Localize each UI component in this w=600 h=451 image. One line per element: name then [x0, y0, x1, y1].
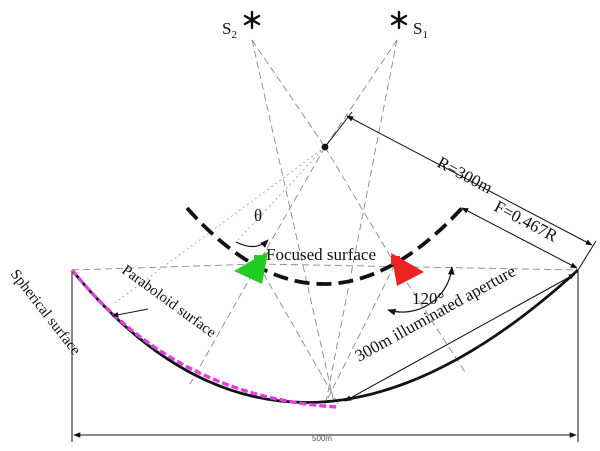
ray-left-rim-to-green: [71, 263, 259, 271]
aperture-dimension: [344, 273, 576, 402]
surface-leader-arrow: [111, 308, 149, 318]
construction-rays: [71, 39, 579, 408]
width-label: 500m: [312, 434, 332, 443]
aperture-label: 300m illuminated aperture: [352, 261, 519, 365]
angle-120-arc: [387, 266, 455, 316]
radius-ext-top: [324, 111, 353, 148]
theta-arc: [235, 239, 269, 248]
focal-dimension: [461, 207, 578, 269]
guide-theta: [235, 146, 326, 243]
focal-label: F=0.467R: [491, 197, 561, 246]
paraboloid-surface-arc: [70, 268, 339, 409]
ray-s2-axis: [251, 39, 336, 408]
source-s2-asterisk-icon: [243, 10, 261, 30]
aperture-dimension-line: [344, 273, 576, 402]
ray-green-to-left: [189, 263, 259, 385]
ray-s1-axis: [324, 39, 398, 408]
theta-guides: [111, 146, 326, 306]
focal-dimension-line: [461, 207, 578, 269]
angle-label: 120°: [412, 289, 444, 308]
ray-center-to-green-feed: [257, 146, 326, 265]
source-s2-label: S2: [222, 19, 237, 41]
guide-center-to-left: [111, 146, 326, 306]
ray-s1-to-center: [324, 39, 398, 148]
theta-label: θ: [254, 206, 262, 225]
radius-label: R=300m: [434, 153, 496, 198]
radius-ext-bottom: [577, 240, 597, 271]
ray-s2-to-center: [251, 39, 326, 148]
width-dimension: [71, 272, 579, 442]
green-feed-cabin: [234, 252, 268, 284]
source-s1-label: S1: [413, 19, 428, 41]
source-s1-asterisk-icon: [390, 10, 408, 30]
focused-surface-label: Focused surface: [266, 245, 376, 264]
paraboloid-surface-label: Paraboloid surface: [119, 262, 219, 341]
ray-green-to-bottom: [257, 263, 341, 408]
